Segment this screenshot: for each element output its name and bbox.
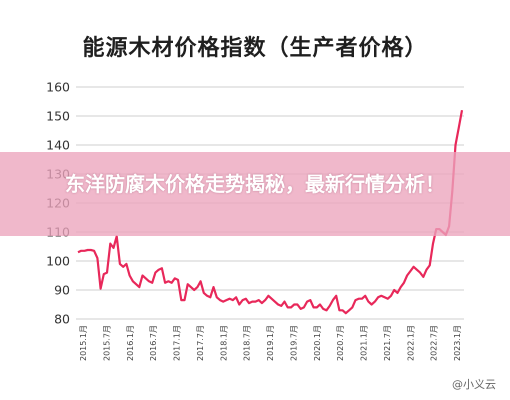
x-tick-label: 2023.1月 — [453, 325, 462, 361]
y-tick-label: 90 — [54, 283, 70, 298]
x-tick-label: 2020.7月 — [336, 325, 345, 361]
x-tick-label: 2021.1月 — [360, 325, 369, 361]
x-tick-label: 2018.1月 — [219, 325, 228, 361]
x-tick-label: 2015.1月 — [79, 325, 88, 361]
x-tick-label: 2022.7月 — [430, 325, 439, 361]
x-tick-label: 2018.7月 — [243, 325, 252, 361]
y-tick-label: 140 — [46, 138, 70, 153]
x-tick-label: 2017.1月 — [173, 325, 182, 361]
x-tick-label: 2017.7月 — [196, 325, 205, 361]
x-tick-label: 2015.7月 — [102, 325, 111, 361]
y-tick-label: 80 — [54, 312, 70, 327]
x-tick-label: 2022.1月 — [406, 325, 415, 361]
x-tick-label: 2020.1月 — [313, 325, 322, 361]
y-tick-label: 160 — [46, 80, 70, 95]
y-tick-label: 150 — [46, 109, 70, 124]
x-tick-label: 2016.1月 — [126, 325, 135, 361]
headline-banner — [0, 152, 510, 236]
x-tick-label: 2019.7月 — [289, 325, 298, 361]
y-tick-label: 100 — [46, 254, 70, 269]
headline-text[interactable]: 东洋防腐木价格走势揭秘，最新行情分析！ — [65, 172, 445, 196]
x-axis-ticks: 2015.1月 2015.7月 2016.1月 2016.7月 2017.1月 2017.… — [79, 325, 462, 361]
x-tick-label: 2019.1月 — [266, 325, 275, 361]
x-tick-label: 2021.7月 — [383, 325, 392, 361]
watermark: @小义云 — [452, 378, 496, 391]
series-line — [77, 110, 464, 315]
x-tick-label: 2016.7月 — [149, 325, 158, 361]
chart-title: 能源木材价格指数（生产者价格） — [82, 36, 428, 61]
